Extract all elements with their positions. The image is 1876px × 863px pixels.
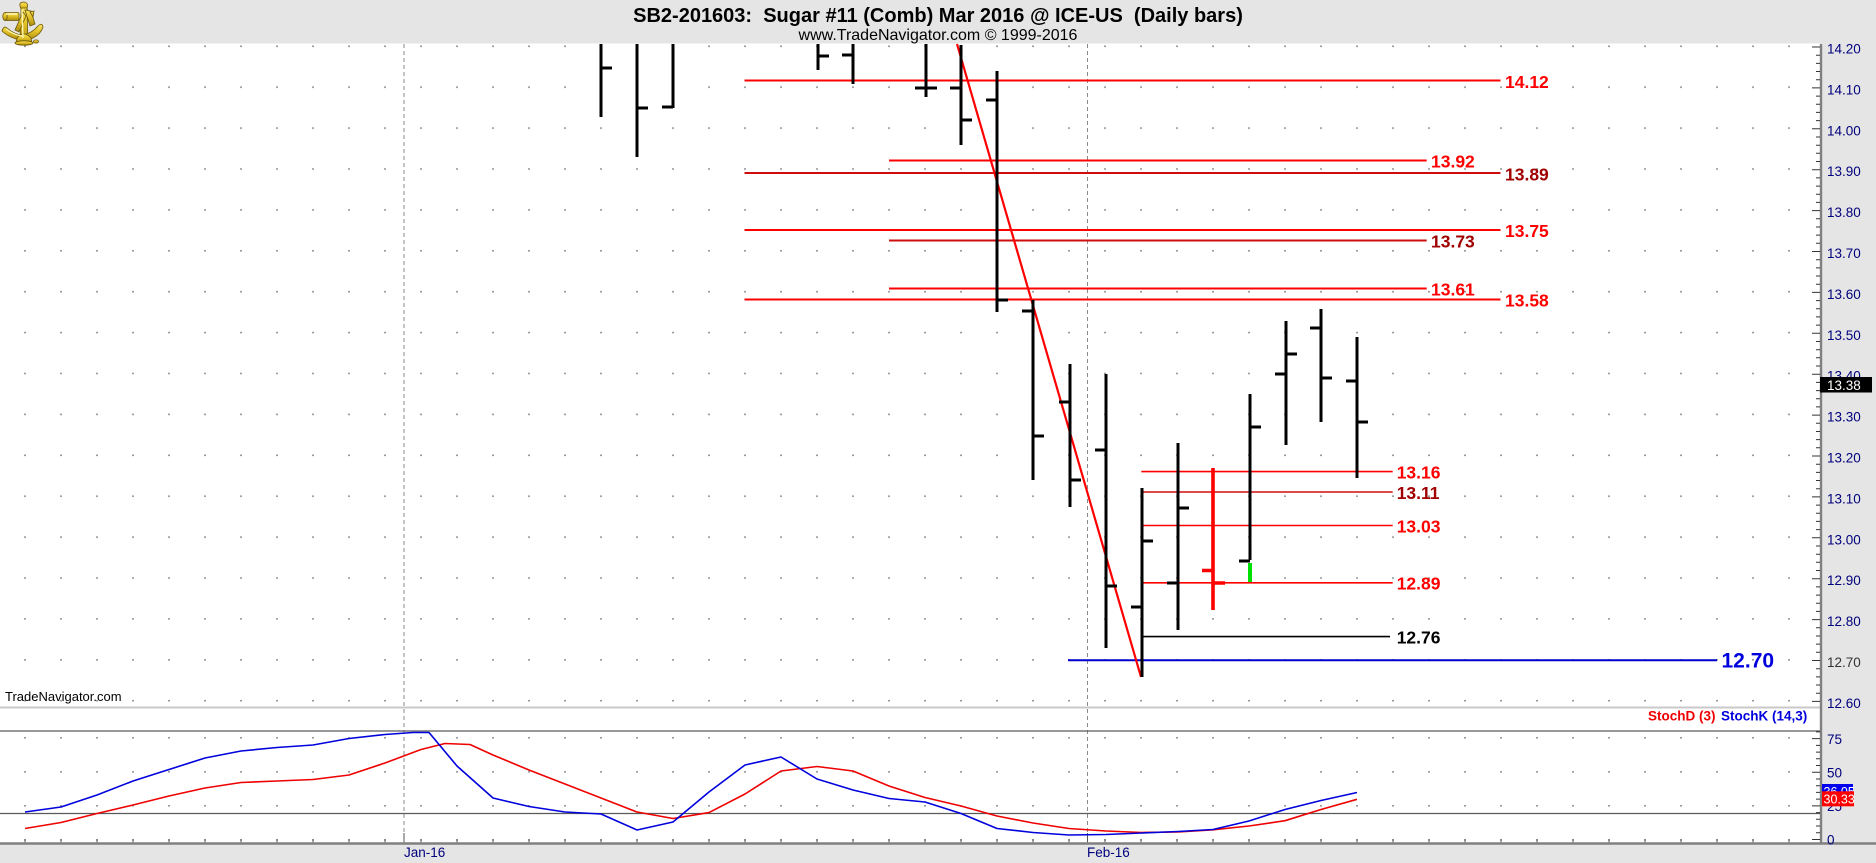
svg-text:www.TradeNavigator.com © 1999-: www.TradeNavigator.com © 1999-2016	[798, 27, 1078, 44]
svg-text:12.70: 12.70	[1722, 650, 1775, 673]
svg-text:0: 0	[1827, 833, 1835, 848]
svg-text:13.20: 13.20	[1827, 451, 1861, 466]
svg-text:13.58: 13.58	[1505, 291, 1549, 311]
svg-text:StochK (14,3): StochK (14,3)	[1721, 709, 1807, 724]
svg-text:13.16: 13.16	[1397, 462, 1441, 482]
svg-text:StochD (3): StochD (3)	[1648, 709, 1716, 724]
svg-text:75: 75	[1827, 732, 1842, 747]
svg-text:13.30: 13.30	[1827, 410, 1861, 425]
svg-text:14.12: 14.12	[1505, 72, 1549, 92]
svg-text:12.70: 12.70	[1827, 655, 1861, 670]
svg-text:12.90: 12.90	[1827, 573, 1861, 588]
svg-text:12.76: 12.76	[1397, 628, 1441, 648]
svg-text:14.00: 14.00	[1827, 123, 1861, 138]
svg-text:Jan-16: Jan-16	[404, 845, 445, 860]
svg-text:13.70: 13.70	[1827, 246, 1861, 261]
svg-text:13.61: 13.61	[1431, 280, 1475, 300]
svg-text:50: 50	[1827, 766, 1842, 781]
svg-text:13.10: 13.10	[1827, 491, 1861, 506]
svg-text:14.10: 14.10	[1827, 82, 1861, 97]
svg-text:13.75: 13.75	[1505, 221, 1549, 241]
svg-text:12.60: 12.60	[1827, 696, 1861, 711]
svg-text:13.03: 13.03	[1397, 517, 1441, 537]
svg-text:12.89: 12.89	[1397, 574, 1441, 594]
svg-text:13.73: 13.73	[1431, 232, 1475, 252]
svg-text:13.90: 13.90	[1827, 164, 1861, 179]
svg-text:TradeNavigator.com: TradeNavigator.com	[5, 689, 122, 704]
svg-text:13.60: 13.60	[1827, 287, 1861, 302]
svg-text:14.20: 14.20	[1827, 42, 1861, 57]
svg-text:SB2-201603: Sugar #11 (Comb): SB2-201603: Sugar #11 (Comb) Mar 2016 @ …	[633, 5, 1243, 27]
svg-text:12.80: 12.80	[1827, 614, 1861, 629]
svg-text:Feb-16: Feb-16	[1087, 845, 1130, 860]
svg-text:13.92: 13.92	[1431, 152, 1475, 172]
svg-text:13.38: 13.38	[1827, 378, 1861, 393]
svg-text:13.89: 13.89	[1505, 165, 1549, 185]
svg-text:13.80: 13.80	[1827, 205, 1861, 220]
svg-text:30.33: 30.33	[1824, 793, 1855, 807]
svg-text:13.50: 13.50	[1827, 328, 1861, 343]
svg-text:13.11: 13.11	[1397, 483, 1440, 503]
svg-text:13.00: 13.00	[1827, 532, 1861, 547]
